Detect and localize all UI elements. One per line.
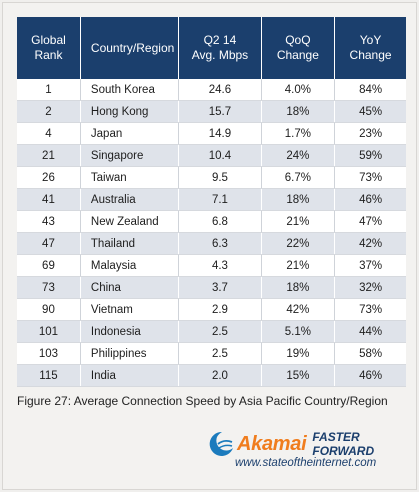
akamai-wave-icon xyxy=(209,431,235,457)
cell-yoy-change: 32% xyxy=(334,276,406,299)
cell-rank: 115 xyxy=(17,364,81,387)
cell-country: Vietnam xyxy=(80,298,180,321)
akamai-wordmark: Akamai xyxy=(237,432,307,455)
header-qoq-change: QoQ Change xyxy=(261,17,336,79)
connection-speed-table: Global Rank Country/Region Q2 14 Avg. Mbps… xyxy=(17,17,406,387)
cell-yoy-change: 73% xyxy=(334,166,406,189)
cell-qoq-change: 21% xyxy=(261,254,336,277)
cell-country: South Korea xyxy=(80,79,180,101)
cell-yoy-change: 45% xyxy=(334,100,406,123)
table-row: 103 Philippines 2.5 19% 58% xyxy=(17,342,406,365)
cell-avg-mbps: 24.6 xyxy=(178,79,262,101)
header-country-region: Country/Region xyxy=(80,17,180,79)
table-row: 21 Singapore 10.4 24% 59% xyxy=(17,144,406,167)
cell-yoy-change: 46% xyxy=(334,364,406,387)
cell-avg-mbps: 10.4 xyxy=(178,144,262,167)
cell-avg-mbps: 3.7 xyxy=(178,276,262,299)
cell-rank: 103 xyxy=(17,342,81,365)
akamai-logo: Akamai FASTER FORWARD xyxy=(209,430,416,458)
cell-qoq-change: 18% xyxy=(261,276,336,299)
cell-rank: 43 xyxy=(17,210,81,233)
cell-qoq-change: 42% xyxy=(261,298,336,321)
brand-tagline: FASTER FORWARD xyxy=(312,430,375,458)
cell-avg-mbps: 7.1 xyxy=(178,188,262,211)
cell-rank: 73 xyxy=(17,276,81,299)
table-row: 43 New Zealand 6.8 21% 47% xyxy=(17,210,406,233)
cell-qoq-change: 19% xyxy=(261,342,336,365)
cell-rank: 41 xyxy=(17,188,81,211)
website-url: www.stateoftheinternet.com xyxy=(235,457,377,469)
cell-country: India xyxy=(80,364,180,387)
cell-avg-mbps: 9.5 xyxy=(178,166,262,189)
cell-avg-mbps: 6.3 xyxy=(178,232,262,255)
cell-qoq-change: 15% xyxy=(261,364,336,387)
cell-rank: 101 xyxy=(17,320,81,343)
cell-rank: 26 xyxy=(17,166,81,189)
cell-qoq-change: 1.7% xyxy=(261,122,336,145)
cell-country: Singapore xyxy=(80,144,180,167)
cell-country: Philippines xyxy=(80,342,180,365)
cell-rank: 1 xyxy=(17,79,81,101)
cell-rank: 4 xyxy=(17,122,81,145)
table-row: 69 Malaysia 4.3 21% 37% xyxy=(17,254,406,277)
cell-avg-mbps: 15.7 xyxy=(178,100,262,123)
cell-avg-mbps: 2.5 xyxy=(178,342,262,365)
table-row: 73 China 3.7 18% 32% xyxy=(17,276,406,299)
cell-rank: 2 xyxy=(17,100,81,123)
cell-avg-mbps: 2.0 xyxy=(178,364,262,387)
table-body: 1 South Korea 24.6 4.0% 84% 2 Hong Kong 15.7 18%… xyxy=(17,79,406,387)
table-row: 47 Thailand 6.3 22% 42% xyxy=(17,232,406,255)
cell-yoy-change: 42% xyxy=(334,232,406,255)
table-row: 2 Hong Kong 15.7 18% 45% xyxy=(17,100,406,123)
table-row: 41 Australia 7.1 18% 46% xyxy=(17,188,406,211)
cell-country: Japan xyxy=(80,122,180,145)
cell-qoq-change: 21% xyxy=(261,210,336,233)
table-row: 90 Vietnam 2.9 42% 73% xyxy=(17,298,406,321)
cell-yoy-change: 84% xyxy=(334,79,406,101)
table-row: 115 India 2.0 15% 46% xyxy=(17,364,406,387)
cell-yoy-change: 46% xyxy=(334,188,406,211)
cell-yoy-change: 58% xyxy=(334,342,406,365)
table-row: 26 Taiwan 9.5 6.7% 73% xyxy=(17,166,406,189)
cell-rank: 69 xyxy=(17,254,81,277)
cell-qoq-change: 6.7% xyxy=(261,166,336,189)
cell-qoq-change: 5.1% xyxy=(261,320,336,343)
cell-rank: 90 xyxy=(17,298,81,321)
cell-country: Australia xyxy=(80,188,180,211)
cell-avg-mbps: 14.9 xyxy=(178,122,262,145)
table-row: 1 South Korea 24.6 4.0% 84% xyxy=(17,79,406,101)
cell-avg-mbps: 6.8 xyxy=(178,210,262,233)
header-global-rank: Global Rank xyxy=(17,17,81,79)
cell-country: China xyxy=(80,276,180,299)
cell-yoy-change: 47% xyxy=(334,210,406,233)
cell-country: Taiwan xyxy=(80,166,180,189)
cell-yoy-change: 37% xyxy=(334,254,406,277)
header-yoy-change: YoY Change xyxy=(334,17,406,79)
cell-avg-mbps: 4.3 xyxy=(178,254,262,277)
cell-yoy-change: 73% xyxy=(334,298,406,321)
cell-yoy-change: 44% xyxy=(334,320,406,343)
cell-qoq-change: 18% xyxy=(261,100,336,123)
header-avg-mbps: Q2 14 Avg. Mbps xyxy=(178,17,262,79)
cell-avg-mbps: 2.5 xyxy=(178,320,262,343)
cell-qoq-change: 24% xyxy=(261,144,336,167)
table-row: 4 Japan 14.9 1.7% 23% xyxy=(17,122,406,145)
table-header-row: Global Rank Country/Region Q2 14 Avg. Mbps… xyxy=(17,17,406,79)
table-row: 101 Indonesia 2.5 5.1% 44% xyxy=(17,320,406,343)
cell-qoq-change: 22% xyxy=(261,232,336,255)
cell-yoy-change: 59% xyxy=(334,144,406,167)
cell-country: New Zealand xyxy=(80,210,180,233)
cell-rank: 21 xyxy=(17,144,81,167)
cell-qoq-change: 18% xyxy=(261,188,336,211)
cell-country: Malaysia xyxy=(80,254,180,277)
cell-country: Indonesia xyxy=(80,320,180,343)
cell-qoq-change: 4.0% xyxy=(261,79,336,101)
figure-caption: Figure 27: Average Connection Speed by A… xyxy=(17,394,388,408)
cell-rank: 47 xyxy=(17,232,81,255)
cell-country: Thailand xyxy=(80,232,180,255)
cell-avg-mbps: 2.9 xyxy=(178,298,262,321)
cell-yoy-change: 23% xyxy=(334,122,406,145)
cell-country: Hong Kong xyxy=(80,100,180,123)
